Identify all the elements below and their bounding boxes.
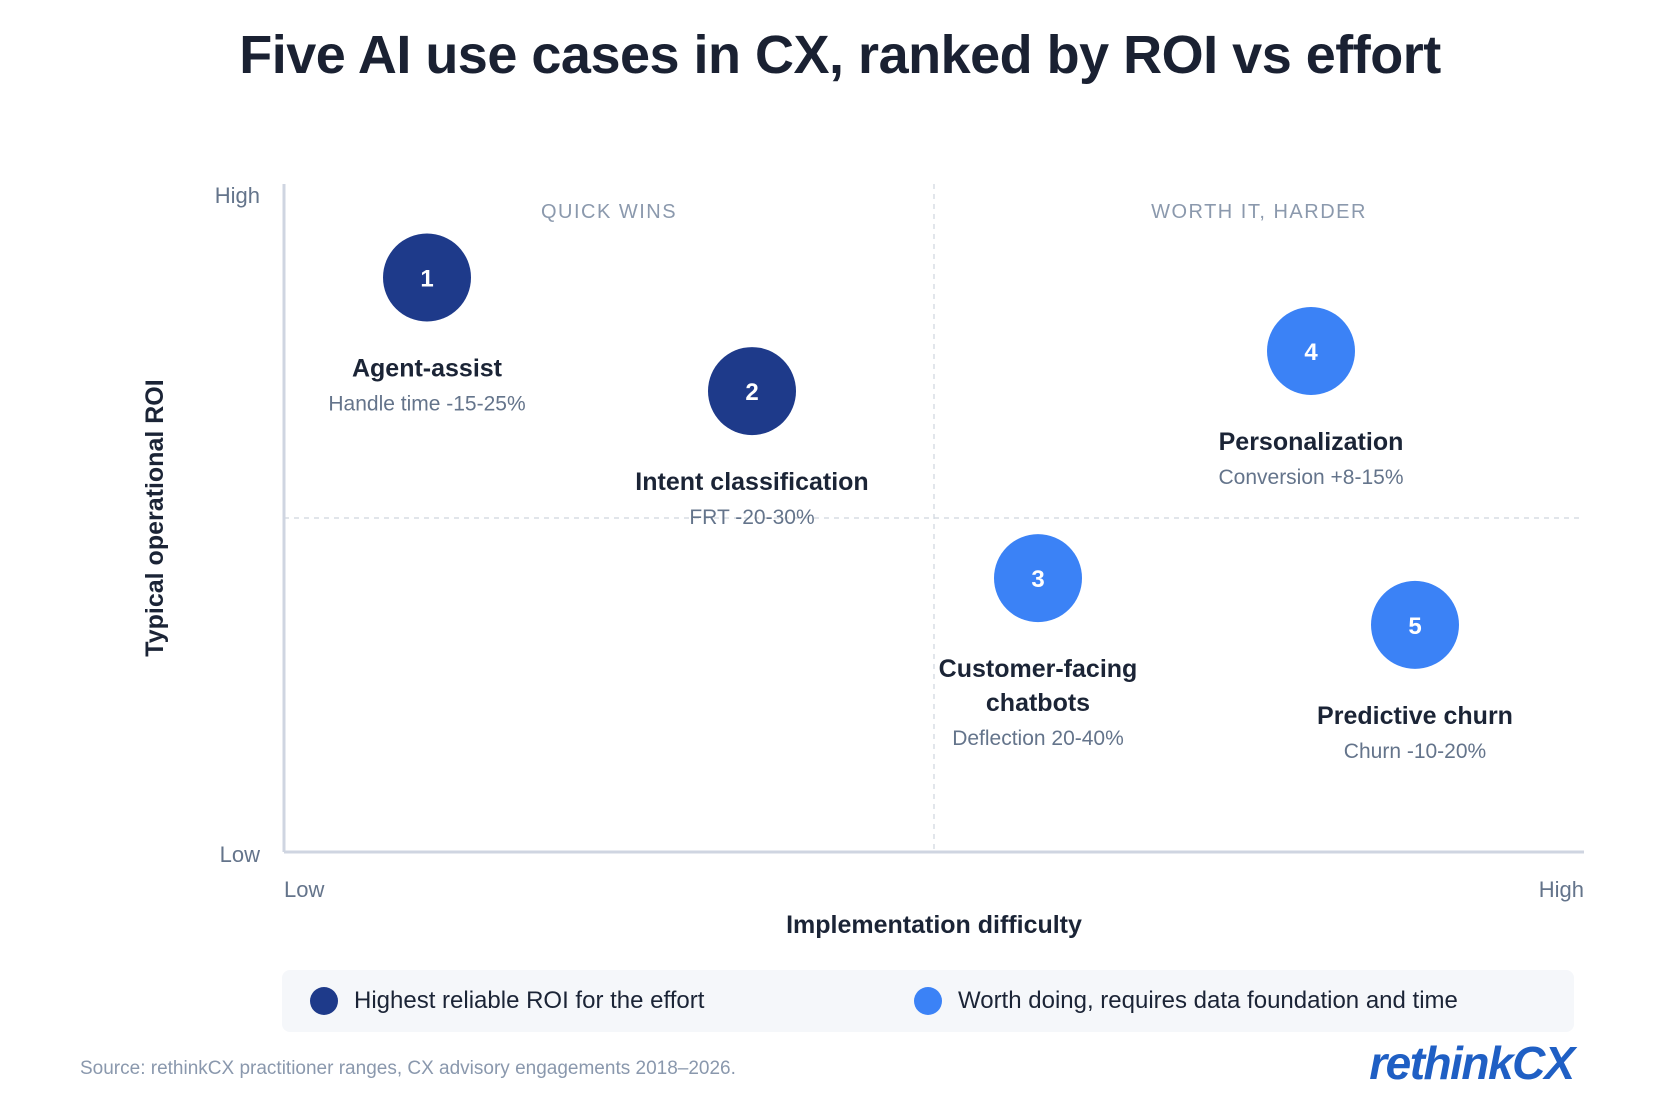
point-5-name: Predictive churn: [1317, 702, 1513, 730]
quadrant-label-quick-wins: QUICK WINS: [541, 201, 677, 223]
point-2-marker: [708, 347, 796, 436]
y-tick-low: Low: [220, 842, 260, 867]
point-1-name: Agent-assist: [352, 355, 503, 383]
point-5-metric: Churn -10-20%: [1344, 740, 1486, 763]
legend-item-harder: Worth doing, requires data foundation an…: [914, 970, 1458, 1032]
point-5-number: 5: [1408, 613, 1421, 640]
point-2-name: Intent classification: [635, 468, 868, 496]
x-tick-low: Low: [284, 877, 324, 902]
point-1-marker: [383, 233, 471, 322]
point-2-metric: FRT -20-30%: [689, 506, 814, 529]
quadrant-label-worth-it: WORTH IT, HARDER: [1151, 201, 1367, 223]
legend-swatch-light: [914, 987, 942, 1015]
chart-title: Five AI use cases in CX, ranked by ROI v…: [239, 25, 1441, 85]
point-4-metric: Conversion +8-15%: [1218, 466, 1403, 489]
legend-item-quick-wins: Highest reliable ROI for the effort: [310, 970, 704, 1032]
point-3-name-line2: chatbots: [986, 689, 1090, 717]
x-axis-label: Implementation difficulty: [786, 911, 1082, 939]
x-tick-high: High: [1539, 877, 1584, 902]
point-3-marker: [994, 534, 1082, 623]
legend: Highest reliable ROI for the effort Wort…: [282, 970, 1574, 1032]
point-4-number: 4: [1304, 339, 1318, 366]
point-2-number: 2: [745, 379, 758, 406]
point-5-marker: [1371, 580, 1459, 669]
y-axis-label: Typical operational ROI: [141, 379, 169, 656]
point-1-metric: Handle time -15-25%: [328, 393, 525, 416]
point-3-number: 3: [1031, 566, 1044, 593]
y-tick-high: High: [215, 183, 260, 208]
point-4-marker: [1267, 307, 1355, 395]
brand-logo: rethinkCX: [1369, 1037, 1575, 1089]
point-1-number: 1: [420, 266, 433, 293]
source-note: Source: rethinkCX practitioner ranges, C…: [80, 1058, 736, 1079]
point-4-name: Personalization: [1219, 428, 1404, 456]
legend-label: Worth doing, requires data foundation an…: [958, 987, 1458, 1014]
legend-label: Highest reliable ROI for the effort: [354, 987, 705, 1014]
scatter-plot: High Low Low High Implementation difficulty T…: [141, 183, 1584, 939]
point-3-name-line1: Customer-facing: [939, 655, 1138, 683]
legend-swatch-dark: [310, 987, 338, 1015]
point-3-metric: Deflection 20-40%: [952, 727, 1124, 750]
